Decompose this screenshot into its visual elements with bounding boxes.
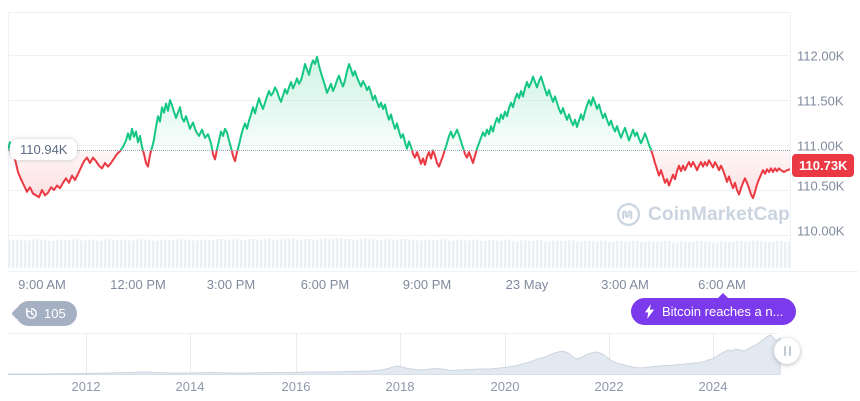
navigator-year-gridline xyxy=(400,333,401,375)
history-badge[interactable]: 105 xyxy=(11,301,77,326)
alert-pill-pointer xyxy=(717,293,729,299)
plot-left-border xyxy=(8,12,9,268)
volume-bars xyxy=(8,238,790,268)
lightning-icon xyxy=(644,304,655,319)
navigator-year-label: 2014 xyxy=(175,379,205,394)
price-chart[interactable] xyxy=(8,12,790,268)
x-axis-label: 3:00 PM xyxy=(206,277,256,292)
navigator-year-label: 2012 xyxy=(71,379,101,394)
y-axis-label: 110.50K xyxy=(797,178,845,194)
handle-grip-bar xyxy=(783,346,786,356)
x-axis-label: 3:00 AM xyxy=(601,277,649,292)
clock-history-icon xyxy=(24,306,39,321)
horizontal-gridline xyxy=(8,100,790,101)
navigator-year-gridline xyxy=(609,333,610,375)
plot-top-border xyxy=(8,12,790,13)
navigator-year-label: 2018 xyxy=(385,379,415,394)
history-badge-count: 105 xyxy=(44,306,66,321)
baseline-dotted-line xyxy=(8,150,790,151)
x-axis-label: 9:00 AM xyxy=(18,277,66,292)
price-line-red xyxy=(9,150,790,200)
handle-grip-bar xyxy=(788,346,791,356)
coinmarketcap-logo-icon xyxy=(616,202,641,227)
watermark: CoinMarketCap xyxy=(616,202,790,227)
navigator-year-label: 2024 xyxy=(698,379,728,394)
navigator-year-gridline xyxy=(86,333,87,375)
news-alert-pill[interactable]: Bitcoin reaches a n... xyxy=(631,293,797,325)
history-badge-tail xyxy=(11,307,24,320)
navigator-minimap[interactable] xyxy=(8,333,790,375)
x-axis-line xyxy=(8,271,858,272)
x-axis-label: 6:00 PM xyxy=(300,277,350,292)
x-axis-label: 6:00 AM xyxy=(698,277,746,292)
navigator-year-gridline xyxy=(713,333,714,375)
price-line-green xyxy=(8,55,653,151)
y-axis-label: 112.00K xyxy=(797,48,845,64)
last-price-badge: 110.73K xyxy=(792,154,855,177)
navigator-year-label: 2020 xyxy=(490,379,520,394)
horizontal-gridline xyxy=(8,235,790,236)
navigator-year-gridline xyxy=(190,333,191,375)
baseline-price-label: 110.94K xyxy=(10,139,78,160)
x-axis-label: 12:00 PM xyxy=(110,277,166,292)
price-area-below-baseline xyxy=(8,150,790,199)
y-axis-label: 111.50K xyxy=(797,93,844,109)
horizontal-gridline xyxy=(8,55,790,56)
plot-right-border xyxy=(790,12,791,268)
navigator-year-label: 2022 xyxy=(594,379,624,394)
y-axis-label: 111.00K xyxy=(797,138,844,154)
x-axis-label: 23 May xyxy=(505,277,549,292)
alert-pill-text: Bitcoin reaches a n... xyxy=(662,304,784,319)
price-area-above-baseline xyxy=(8,56,652,151)
navigator-year-gridline xyxy=(505,333,506,375)
navigator-top-border xyxy=(8,333,778,334)
navigator-year-label: 2016 xyxy=(281,379,311,394)
navigator-area-series xyxy=(8,334,781,375)
x-axis-label: 9:00 PM xyxy=(402,277,452,292)
watermark-text: CoinMarketCap xyxy=(648,203,790,225)
horizontal-gridline xyxy=(8,190,790,191)
navigator-year-gridline xyxy=(296,333,297,375)
navigator-resize-handle[interactable] xyxy=(774,338,800,364)
y-axis-label: 110.00K xyxy=(797,223,845,239)
